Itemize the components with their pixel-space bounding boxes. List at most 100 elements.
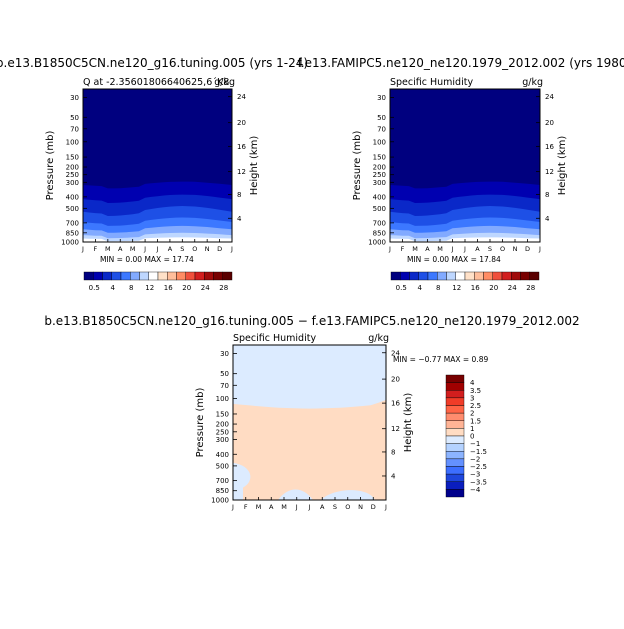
- diff-y-tick-label: 250: [216, 428, 229, 436]
- right-colorbar-swatch: [437, 271, 447, 281]
- left-y-axis-label: Pressure (mb): [45, 131, 56, 201]
- left-x-tick-label: A: [168, 245, 173, 253]
- left-x-tick-label: F: [94, 245, 98, 253]
- right-height-tick-label: 20: [545, 119, 554, 127]
- right-y-tick-label: 700: [373, 219, 386, 227]
- diff-y-tick-label: 50: [220, 370, 229, 378]
- diff-y-tick-label: 300: [216, 436, 229, 444]
- right-y-tick-label: 250: [373, 171, 386, 179]
- left-min-max: MIN = 0.00 MAX = 17.74: [100, 255, 194, 264]
- left-y-tick-label: 50: [70, 114, 79, 122]
- diff-colorbar-swatch: [445, 443, 465, 452]
- diff-colorbar-label: 1: [470, 425, 474, 433]
- diff-height-tick-label: 12: [391, 425, 400, 433]
- left-colorbar-swatch: [222, 271, 233, 281]
- left-y-tick-label: 150: [66, 154, 79, 162]
- left-x-tick-label: A: [118, 245, 123, 253]
- right-y-tick-label: 200: [373, 164, 386, 172]
- left-x-tick-label: J: [230, 245, 233, 253]
- right-colorbar-label: 16: [471, 284, 480, 292]
- left-x-tick-label: J: [81, 245, 84, 253]
- diff-colorbar-swatch: [445, 412, 465, 421]
- left-colorbar-label: 24: [201, 284, 210, 292]
- diff-colorbar-swatch: [445, 428, 465, 437]
- diff-colorbar-swatch: [445, 489, 465, 498]
- right-x-tick-label: O: [500, 245, 505, 253]
- right-x-tick-label: S: [488, 245, 492, 253]
- right-y-tick-label: 50: [377, 114, 386, 122]
- right-x-tick-label: A: [475, 245, 480, 253]
- diff-contour-fills: [233, 345, 386, 500]
- left-x-tick-label: J: [156, 245, 159, 253]
- diff-colorbar-label: −2: [470, 455, 480, 463]
- right-x-tick-label: J: [451, 245, 454, 253]
- diff-x-tick-label: D: [371, 503, 376, 511]
- diff-height-axis-label: Height (km): [403, 393, 414, 453]
- contour-negative-blob: [321, 490, 375, 500]
- right-colorbar-label: 28: [526, 284, 535, 292]
- right-colorbar-swatch: [409, 271, 419, 281]
- right-y-axis-label: Pressure (mb): [352, 131, 363, 201]
- diff-colorbar-label: 3: [470, 394, 474, 402]
- right-y-tick-label: 850: [373, 229, 386, 237]
- diff-colorbar-swatch: [445, 466, 465, 475]
- right-contour-fills: [390, 89, 540, 242]
- diff-x-tick-label: N: [358, 503, 363, 511]
- left-colorbar-swatch: [102, 271, 112, 281]
- diff-colorbar-swatch: [445, 473, 465, 482]
- left-y-tick-label: 700: [66, 219, 79, 227]
- diff-subtitle-left: Specific Humidity: [233, 333, 316, 344]
- left-x-tick-label: O: [192, 245, 197, 253]
- diff-y-tick-label: 500: [216, 462, 229, 470]
- diff-colorbar-swatch: [445, 374, 465, 383]
- diff-y-tick-label: 70: [220, 382, 229, 390]
- left-colorbar-swatch: [111, 271, 122, 281]
- left-panel-title: b.e13.B1850C5CN.ne120_g16.tuning.005 (yr…: [0, 56, 308, 70]
- right-colorbar-swatch: [446, 271, 456, 281]
- diff-colorbar-swatch: [445, 397, 465, 406]
- diff-colorbar-swatch: [445, 390, 465, 399]
- left-y-tick-label: 300: [66, 179, 79, 187]
- right-y-tick-label: 30: [377, 94, 386, 102]
- left-x-tick-label: S: [180, 245, 184, 253]
- diff-colorbar-swatch: [445, 458, 465, 467]
- right-colorbar-swatch: [520, 271, 530, 281]
- right-height-axis-label: Height (km): [557, 136, 568, 196]
- diff-panel-title: b.e13.B1850C5CN.ne120_g16.tuning.005 − f…: [44, 314, 579, 328]
- left-colorbar-swatch: [194, 271, 205, 281]
- diff-colorbar-label: 3.5: [470, 387, 481, 395]
- right-height-tick-label: 16: [545, 143, 554, 151]
- right-colorbar-swatch: [511, 271, 521, 281]
- diff-colorbar-label: 2.5: [470, 402, 481, 410]
- right-y-tick-label: 500: [373, 205, 386, 213]
- diff-colorbar-label: 2: [470, 410, 474, 418]
- diff-y-tick-label: 700: [216, 477, 229, 485]
- left-y-tick-label: 1000: [61, 239, 79, 247]
- right-x-tick-label: J: [463, 245, 466, 253]
- diff-x-tick-label: M: [256, 503, 262, 511]
- right-colorbar-label: 0.5: [396, 284, 407, 292]
- left-colorbar-label: 0.5: [89, 284, 100, 292]
- left-colorbar-label: 16: [164, 284, 173, 292]
- diff-colorbar-swatch: [445, 451, 465, 460]
- right-height-tick-label: 8: [545, 191, 549, 199]
- left-y-tick-label: 30: [70, 94, 79, 102]
- diff-colorbar-swatch: [445, 382, 465, 391]
- diff-colorbar-label: 0: [470, 433, 474, 441]
- diff-x-tick-label: A: [320, 503, 325, 511]
- diff-x-tick-label: M: [281, 503, 287, 511]
- diff-y-tick-label: 100: [216, 395, 229, 403]
- left-x-tick-label: D: [217, 245, 222, 253]
- right-colorbar-swatch: [492, 271, 503, 281]
- diff-y-tick-label: 150: [216, 410, 229, 418]
- left-colorbar-label: 4: [111, 284, 116, 292]
- right-height-tick-label: 4: [545, 215, 550, 223]
- right-colorbar-label: 4: [418, 284, 423, 292]
- diff-y-axis-label: Pressure (mb): [195, 388, 206, 458]
- left-height-tick-label: 12: [237, 168, 246, 176]
- left-x-tick-label: J: [143, 245, 146, 253]
- right-colorbar-swatch: [427, 271, 438, 281]
- right-panel: Specific Humidity g/kgJ F M A M J J A S O N D J305070…: [352, 77, 568, 292]
- right-colorbar-swatch: [390, 271, 401, 281]
- left-colorbar-swatch: [130, 271, 140, 281]
